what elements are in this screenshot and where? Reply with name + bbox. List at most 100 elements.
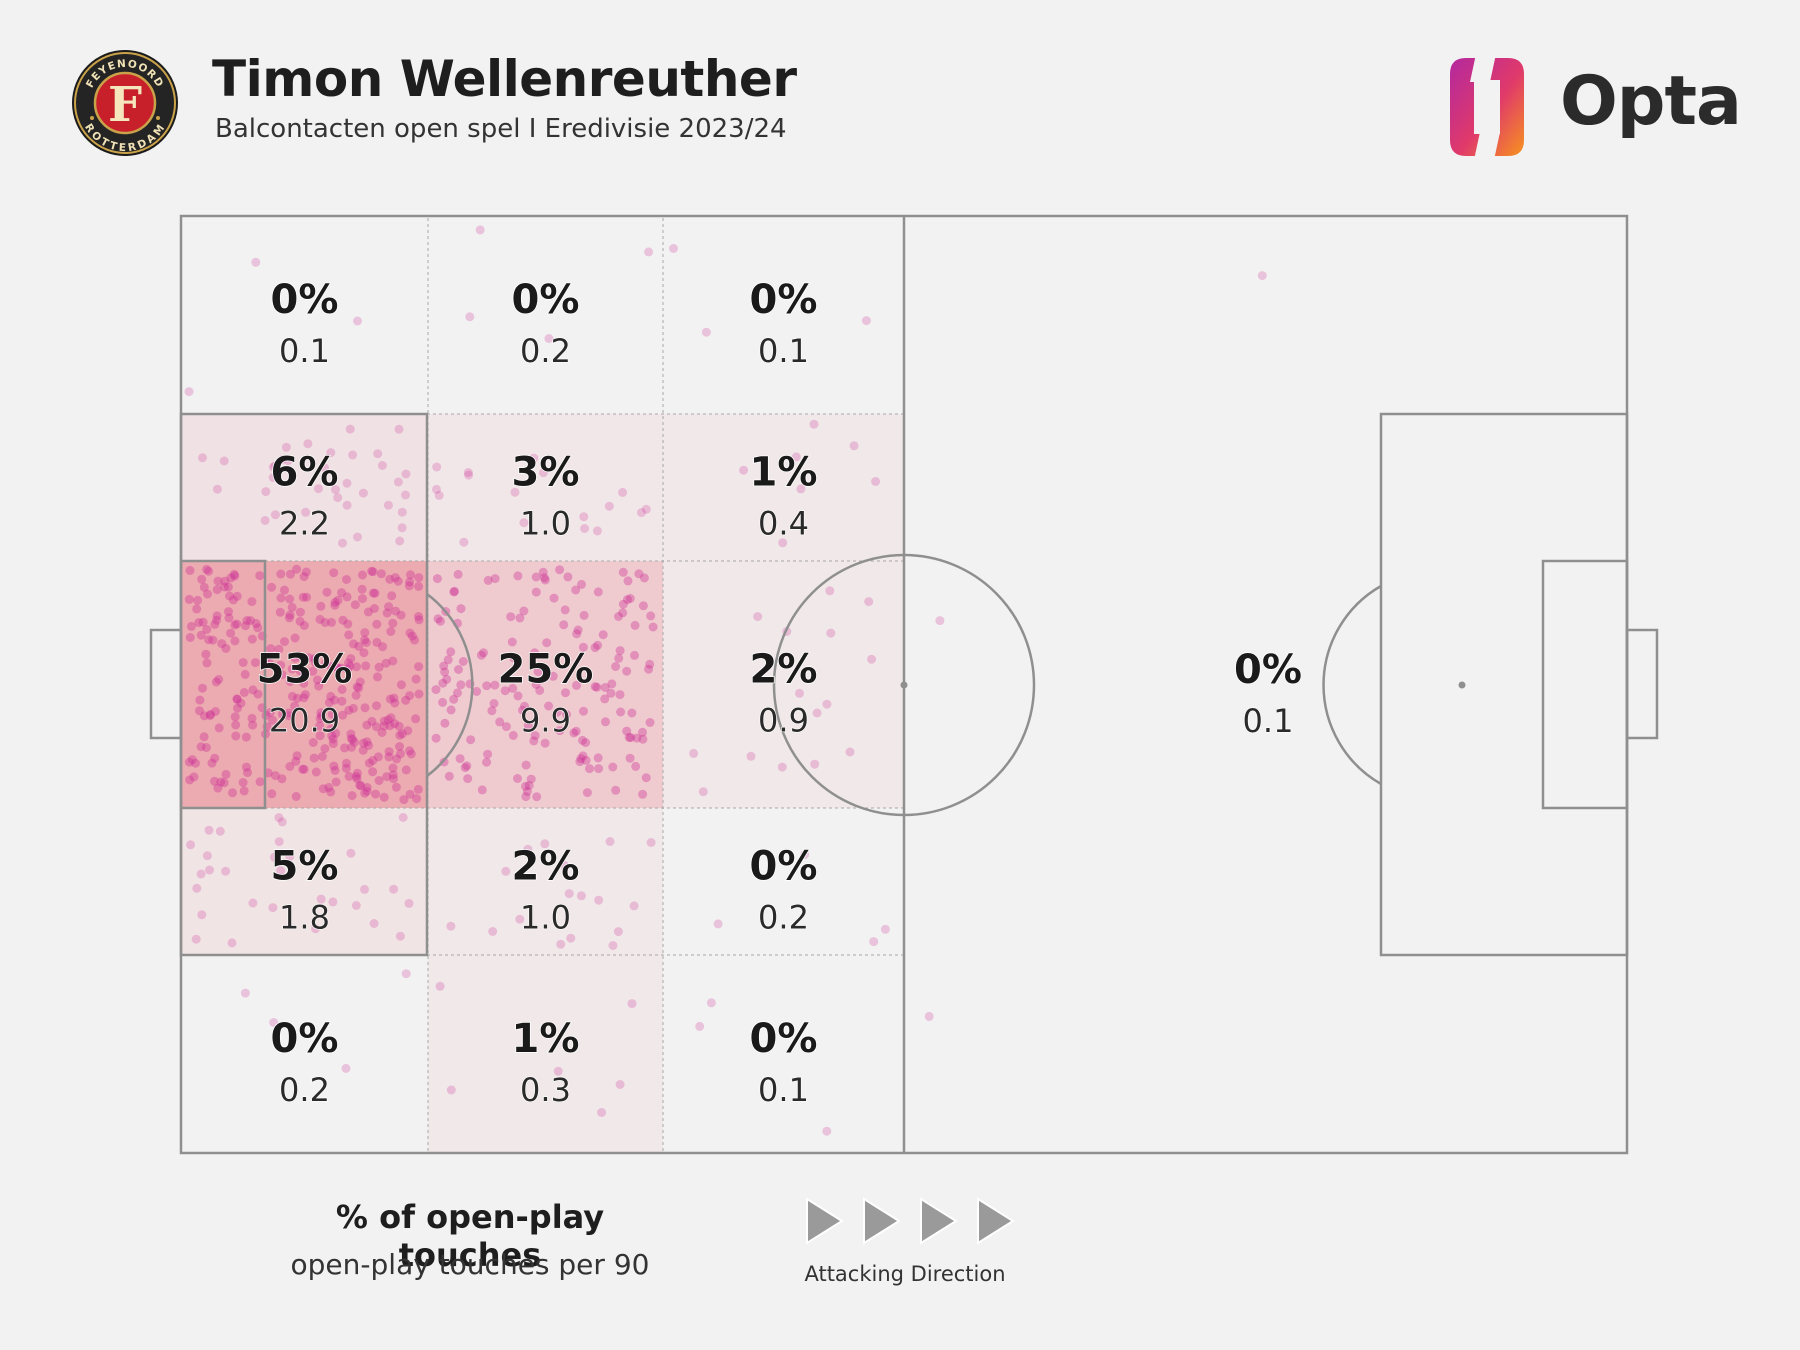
touch-dot	[270, 461, 280, 471]
touch-dot	[236, 698, 246, 708]
touch-dot	[581, 755, 591, 765]
touch-dot	[535, 685, 545, 695]
touch-dot	[515, 914, 525, 924]
touch-dot	[453, 569, 463, 579]
touch-dot	[253, 689, 263, 699]
touch-dot	[230, 712, 240, 722]
touch-dot	[310, 657, 320, 667]
touch-dot	[622, 666, 632, 676]
touch-dot	[394, 424, 404, 434]
touch-dot	[231, 720, 241, 730]
touch-dot	[285, 851, 295, 861]
touch-dot	[552, 707, 562, 717]
touch-dot	[482, 757, 492, 767]
touch-dot	[434, 490, 444, 500]
touch-dot	[401, 695, 411, 705]
touch-dot	[605, 837, 615, 846]
touch-dot	[592, 682, 602, 692]
touch-dot	[593, 587, 603, 597]
touch-dot	[364, 758, 374, 768]
touch-dot	[316, 708, 326, 718]
zone-per90-label: 0.1	[758, 332, 809, 370]
touch-dot	[338, 615, 348, 625]
touch-dot	[265, 708, 275, 718]
touch-dot	[548, 671, 558, 681]
touch-dot	[361, 661, 371, 671]
touch-dot	[239, 688, 249, 697]
touch-dot	[624, 732, 634, 742]
touch-dot	[207, 758, 217, 768]
touch-dot	[627, 999, 637, 1009]
touch-dot	[822, 699, 832, 709]
touch-dot	[582, 788, 592, 798]
zone-per90-label: 1.8	[279, 899, 330, 937]
touch-dot	[247, 634, 257, 644]
touch-dot	[477, 785, 487, 795]
touch-dot	[524, 780, 534, 790]
touch-dot	[241, 732, 251, 742]
touch-dot	[456, 604, 466, 614]
touch-dot	[276, 593, 286, 603]
touch-dot	[601, 717, 610, 727]
touch-dot	[381, 658, 391, 668]
touch-dot	[405, 746, 415, 756]
touch-dot	[354, 683, 364, 693]
touch-dot	[344, 771, 354, 781]
touch-dot	[540, 575, 550, 585]
touch-dot	[578, 751, 588, 761]
touch-dot	[389, 884, 399, 894]
touch-dot	[363, 607, 373, 617]
touch-dot	[385, 721, 395, 731]
touch-dot	[414, 689, 424, 699]
touch-dot	[191, 758, 200, 768]
touch-dot	[529, 736, 539, 746]
touch-dot	[285, 762, 295, 771]
touch-dot	[373, 672, 382, 682]
touch-dot	[284, 613, 294, 623]
touch-dot	[575, 757, 585, 767]
touch-dot	[706, 998, 716, 1008]
touch-dot	[590, 682, 600, 692]
touch-dot	[463, 774, 473, 784]
touch-dot	[580, 524, 590, 533]
zone-pct-label: 0%	[512, 277, 580, 323]
touch-dot	[299, 621, 309, 630]
touch-dot	[208, 635, 218, 645]
touch-dot	[295, 666, 305, 676]
touch-dot	[440, 718, 450, 728]
zone-per90-label: 0.2	[758, 899, 809, 937]
touch-dot	[401, 490, 410, 500]
touch-dot	[242, 616, 252, 625]
touch-dot	[623, 576, 633, 586]
touch-dot	[285, 610, 295, 620]
touch-dot	[342, 758, 351, 768]
touch-dot	[298, 764, 308, 774]
touch-dot	[226, 628, 236, 638]
touch-dot	[611, 785, 621, 795]
touch-dot	[199, 711, 209, 721]
touch-dot	[340, 743, 350, 753]
touch-dot	[576, 891, 586, 901]
touch-dot	[598, 630, 608, 640]
touch-dot	[213, 576, 223, 586]
touch-dot	[238, 658, 248, 667]
touch-dot	[571, 726, 581, 736]
touch-dot	[464, 470, 474, 480]
touch-dot	[395, 730, 405, 740]
touch-dot	[521, 760, 531, 770]
touch-dot	[277, 817, 287, 827]
player-name-title: Timon Wellenreuther	[212, 50, 797, 108]
touch-dot	[287, 602, 297, 612]
touch-dot	[221, 866, 231, 876]
touch-dot	[348, 450, 358, 460]
touch-dot	[373, 752, 383, 762]
touch-dot	[189, 772, 199, 782]
touch-dot	[333, 493, 343, 503]
touch-dot	[281, 442, 291, 452]
touch-dot	[329, 761, 339, 771]
touch-dot	[581, 738, 591, 748]
touch-dot	[414, 581, 424, 591]
touch-dot	[268, 903, 278, 913]
touch-dot	[812, 708, 822, 718]
touch-dot	[579, 512, 589, 522]
